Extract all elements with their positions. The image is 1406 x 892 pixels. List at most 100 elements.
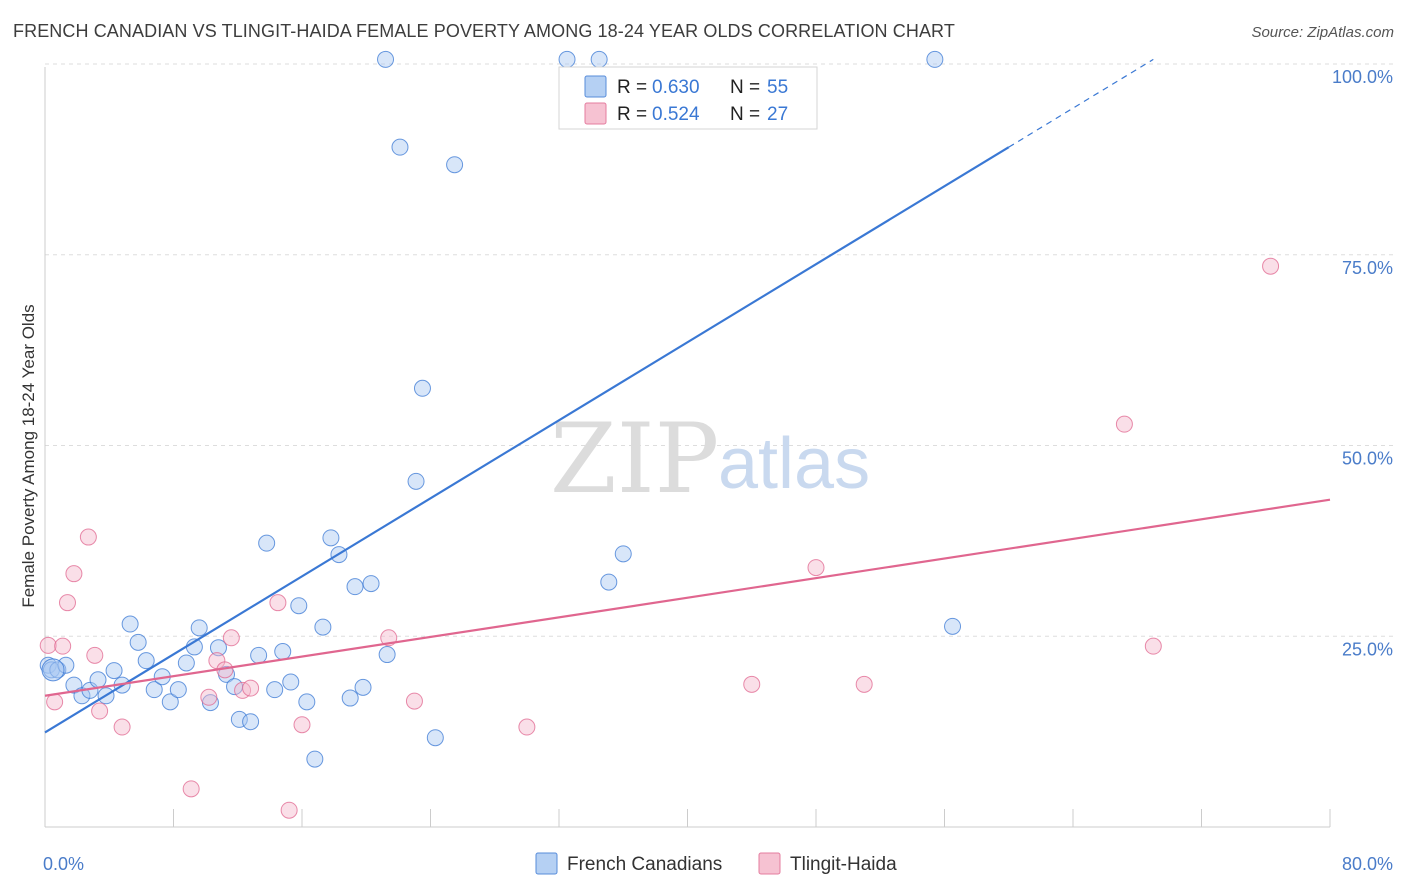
french-canadians-trend-line xyxy=(44,146,1010,734)
tlingit-haida-point xyxy=(54,637,72,655)
legend-label-french-canadians: French Canadians xyxy=(567,854,722,875)
tlingit-haida-point xyxy=(405,692,423,710)
tlingit-haida-point xyxy=(293,716,311,734)
french-canadians-point xyxy=(377,50,395,68)
french-canadians-point xyxy=(161,693,179,711)
french-canadians-point xyxy=(322,529,340,547)
tlingit-haida-point xyxy=(855,675,873,693)
french-canadians-point xyxy=(354,678,372,696)
watermark-zip: ZIP xyxy=(550,403,719,515)
french-canadians-point xyxy=(614,545,632,563)
chart-source: Source: ZipAtlas.com xyxy=(1251,24,1394,41)
french-canadians-point xyxy=(250,646,268,664)
tlingit-haida-point xyxy=(91,702,109,720)
y-axis-title: Female Poverty Among 18-24 Year Olds xyxy=(19,304,38,607)
french-canadians-point xyxy=(558,50,576,68)
tlingit-haida-point xyxy=(113,718,131,736)
y-tick-label: 100.0% xyxy=(1332,67,1393,87)
stats-n-value-blue: 55 xyxy=(767,77,788,98)
french-canadians-point xyxy=(298,693,316,711)
tlingit-haida-point xyxy=(280,801,298,819)
grid-lines xyxy=(45,63,1395,637)
french-canadians-point xyxy=(362,575,380,593)
y-tick-label: 50.0% xyxy=(1342,449,1393,469)
tlingit-haida-point xyxy=(200,688,218,706)
french-canadians-point xyxy=(341,689,359,707)
french-canadians-point xyxy=(282,673,300,691)
stats-r-value-blue: 0.630 xyxy=(652,77,700,98)
legend-swatch-french-canadians xyxy=(535,852,558,875)
french-canadians-point xyxy=(590,50,608,68)
french-canadians-point xyxy=(145,681,163,699)
french-canadians-point xyxy=(209,639,227,657)
french-canadians-point xyxy=(177,654,195,672)
french-canadians-point-cluster xyxy=(41,658,65,682)
tlingit-haida-point xyxy=(269,594,287,612)
french-canadians-point xyxy=(105,662,123,680)
stats-r-label-blue: R = xyxy=(617,77,647,98)
french-canadians-trend-extension xyxy=(1008,58,1154,148)
stats-n-label-pink: N = xyxy=(730,104,760,125)
french-canadians-point xyxy=(242,713,260,731)
french-canadians-point xyxy=(407,472,425,490)
x-tick-label: 80.0% xyxy=(1342,854,1393,874)
french-canadians-point xyxy=(274,643,292,661)
tlingit-haida-point xyxy=(39,636,57,654)
tlingit-haida-point xyxy=(1115,415,1133,433)
tlingit-haida-point xyxy=(46,693,64,711)
watermark-atlas: atlas xyxy=(718,424,870,504)
stats-n-label-blue: N = xyxy=(730,77,760,98)
french-canadians-point xyxy=(391,138,409,156)
french-canadians-point xyxy=(944,617,962,635)
french-canadians-point xyxy=(190,619,208,637)
tlingit-haida-point xyxy=(242,679,260,697)
trend-lines xyxy=(44,58,1331,734)
legend-swatch-tlingit-haida xyxy=(758,852,781,875)
tlingit-haida-trend-line xyxy=(44,498,1331,697)
y-tick-label: 25.0% xyxy=(1342,639,1393,659)
y-tick-label: 75.0% xyxy=(1342,258,1393,278)
french-canadians-point xyxy=(306,750,324,768)
legend-label-tlingit-haida: Tlingit-Haida xyxy=(790,854,897,875)
data-points xyxy=(39,50,1280,819)
french-canadians-point xyxy=(600,573,618,591)
french-canadians-point xyxy=(169,681,187,699)
tlingit-haida-point xyxy=(182,780,200,798)
stats-legend: R = 0.630 N = 55 R = 0.524 N = 27 xyxy=(558,66,818,130)
stats-swatch-pink xyxy=(584,102,607,125)
french-canadians-point xyxy=(926,50,944,68)
tlingit-haida-point xyxy=(1262,257,1280,275)
axes xyxy=(44,67,1331,828)
stats-n-value-pink: 27 xyxy=(767,104,788,125)
watermark: ZIP atlas xyxy=(550,403,870,515)
french-canadians-point xyxy=(413,379,431,397)
french-canadians-point xyxy=(89,671,107,689)
french-canadians-point xyxy=(129,633,147,651)
french-canadians-point xyxy=(314,618,332,636)
series-legend: French Canadians Tlingit-Haida xyxy=(535,852,897,875)
french-canadians-point xyxy=(137,652,155,670)
tlingit-haida-point xyxy=(65,565,83,583)
french-canadians-point xyxy=(230,710,248,728)
tlingit-haida-point xyxy=(58,594,76,612)
french-canadians-point xyxy=(290,597,308,615)
tlingit-haida-point xyxy=(807,559,825,577)
tlingit-haida-point xyxy=(79,528,97,546)
stats-r-label-pink: R = xyxy=(617,104,647,125)
french-canadians-point xyxy=(426,729,444,747)
chart-title: FRENCH CANADIAN VS TLINGIT-HAIDA FEMALE … xyxy=(13,21,955,41)
french-canadians-point xyxy=(378,646,396,664)
french-canadians-point xyxy=(266,681,284,699)
french-canadians-point xyxy=(446,156,464,174)
french-canadians-point xyxy=(121,615,139,633)
tlingit-haida-point xyxy=(743,675,761,693)
stats-swatch-blue xyxy=(584,75,607,98)
stats-r-value-pink: 0.524 xyxy=(652,104,700,125)
tlingit-haida-point xyxy=(222,629,240,647)
french-canadians-point xyxy=(346,578,364,596)
x-tick-label: 0.0% xyxy=(43,854,84,874)
tlingit-haida-point xyxy=(518,718,536,736)
tlingit-haida-point xyxy=(86,646,104,664)
tick-labels: 25.0% 50.0% 75.0% 100.0% 0.0% 80.0% xyxy=(43,67,1393,874)
